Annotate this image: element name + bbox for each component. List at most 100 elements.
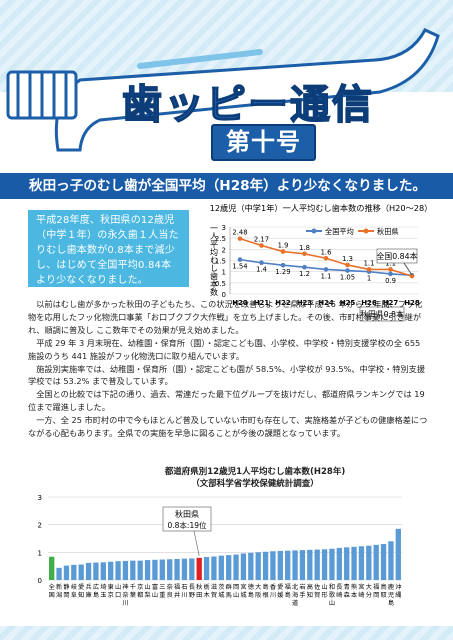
callout-line1: 秋田県 [175, 509, 199, 519]
x-tick-label-char: 歌 [329, 591, 336, 599]
body-paragraph: 以前はむし歯が多かった秋田の子どもたち、この状況を改善しようと県は平成 16 年… [28, 299, 423, 335]
data-label: 1.4 [256, 266, 267, 274]
bar [351, 546, 357, 580]
callout-akita: 秋田県0.8本 [359, 306, 405, 322]
bar [56, 567, 62, 580]
x-tick-label: H21 [254, 299, 270, 307]
bar [122, 560, 129, 580]
x-tick-label-char: 島 [248, 591, 254, 599]
x-tick-label-char: 山 [233, 591, 239, 599]
bar [167, 559, 173, 580]
x-tick-label-char: 岐 [71, 583, 77, 591]
x-tick-label-char: 良 [167, 591, 173, 599]
x-tick-label-char: 岡 [233, 584, 239, 591]
callout-text: 全国0.84本 [377, 251, 418, 261]
bar [71, 564, 77, 580]
y-tick-label: 1.5 [215, 258, 226, 266]
x-tick-label-char: 北 [292, 583, 299, 591]
y-axis-label: 一人平均むし歯本数 [210, 224, 219, 297]
data-point [323, 255, 329, 261]
data-label: 0.9 [385, 277, 396, 285]
data-label: 1.3 [342, 255, 353, 263]
bar [78, 564, 84, 580]
y-tick-label: 0.5 [215, 280, 226, 288]
x-tick-label: H25 [340, 299, 356, 307]
x-tick-label-char: 滋 [211, 583, 217, 591]
x-tick-label-char: 奈 [167, 583, 173, 591]
x-tick-label-char: 井 [174, 591, 180, 599]
bar [395, 528, 401, 580]
x-tick-label-char: 佐 [314, 583, 320, 591]
data-point [323, 267, 329, 272]
data-point [409, 273, 415, 279]
x-tick-label: H20 [232, 299, 248, 307]
akita-callout: 秋田県0.8本:19位 [162, 506, 212, 556]
x-tick-label-char: 大 [255, 583, 261, 591]
body-paragraph: 施設別実施率では、幼稚園・保育所（園）・認定こども園が 58.5%、小学校が 9… [28, 363, 426, 387]
x-tick-label-char: 京 [137, 583, 143, 591]
x-tick-label-char: 阪 [255, 591, 261, 599]
x-tick-label-char: 媛 [277, 591, 283, 599]
x-tick-label-char: 岩 [299, 583, 305, 591]
x-tick-label-char: 福 [373, 583, 379, 591]
x-tick-label-char: 葉 [130, 591, 136, 599]
data-label: 1.9 [278, 242, 289, 250]
y-tick-label: 2 [222, 246, 226, 254]
bar [358, 546, 365, 580]
x-tick-label-char: 石 [181, 584, 187, 591]
callout-pointer [403, 262, 413, 276]
x-tick-label-char: 潟 [56, 591, 62, 599]
bar [270, 551, 276, 580]
x-tick-label-char: 手 [299, 591, 305, 599]
y-tick-label: 0 [222, 291, 226, 299]
x-tick-label-char: 三 [159, 584, 165, 591]
bar [159, 559, 165, 580]
bar [285, 550, 291, 580]
x-tick-label-char: 岡 [63, 592, 69, 599]
callout-national: 全国0.84本 [376, 248, 418, 276]
x-tick-label-char: 阜 [71, 591, 77, 599]
x-tick-label-char: 山 [152, 591, 158, 599]
x-tick-label-char: 愛 [78, 583, 84, 591]
line-chart: 12歳児（中学1年）一人平均むし歯本数の推移（H20～28） 0 0.5 1 1.5 2 2… [210, 203, 432, 322]
x-tick-label-char: 玉 [100, 592, 106, 599]
data-label: 2.17 [254, 236, 269, 244]
bar [240, 553, 247, 580]
x-tick-label: H27 [383, 299, 399, 307]
x-tick-label-char: 和 [329, 583, 335, 591]
callout-line2: 0.8本:19位 [168, 520, 207, 530]
bar [93, 562, 99, 580]
callout-box [359, 306, 405, 322]
x-tick-label-char: 鳥 [380, 583, 386, 591]
body-text: 以前はむし歯が多かった秋田の子どもたち、この状況を改善しようと県は平成 16 年… [28, 298, 430, 440]
x-tick-label-char: 山 [321, 583, 327, 591]
x-tick-label-char: 大 [366, 583, 372, 591]
title-banner: 歯ッピー通信 [6, 28, 440, 152]
x-tick-label-char: 長 [189, 584, 195, 591]
intro-box: 平成28年度、秋田県の12歳児（中学１年）の永久歯１人当たりむし歯本数が0.8本… [28, 210, 189, 287]
footer-stripe [0, 626, 453, 640]
body-paragraph: 全国との比較では下記の通り、過去、常連だった最下位グループを抜けだし、都道府県ラ… [28, 389, 425, 413]
x-tick-label-char: 山 [329, 599, 335, 607]
data-point [259, 243, 264, 248]
bar [329, 548, 335, 580]
x-tick-label-char: 木 [203, 591, 209, 599]
x-tick-label-char: 熊 [351, 583, 357, 591]
bar [226, 555, 232, 580]
x-tick-label-char: 児 [388, 591, 394, 599]
x-tick-label-char: 広 [93, 583, 99, 591]
x-tick-label-char: 新 [56, 583, 62, 591]
x-tick-label-char: 千 [130, 583, 136, 591]
bar [388, 541, 394, 580]
x-tick-label-char: 島 [93, 591, 99, 599]
bar-chart-subtitle: （文部科学省学校保健統計調査） [191, 479, 319, 489]
y-tick-label: 3 [38, 494, 42, 502]
bar [189, 558, 195, 580]
bar [380, 544, 387, 580]
issue-number: 第十号 [211, 124, 316, 161]
callout-box [376, 248, 418, 264]
x-tick-label-char: 長 [336, 584, 342, 591]
data-point [388, 267, 393, 272]
data-label: 1.2 [299, 270, 310, 278]
data-label: 1.54 [232, 263, 247, 271]
